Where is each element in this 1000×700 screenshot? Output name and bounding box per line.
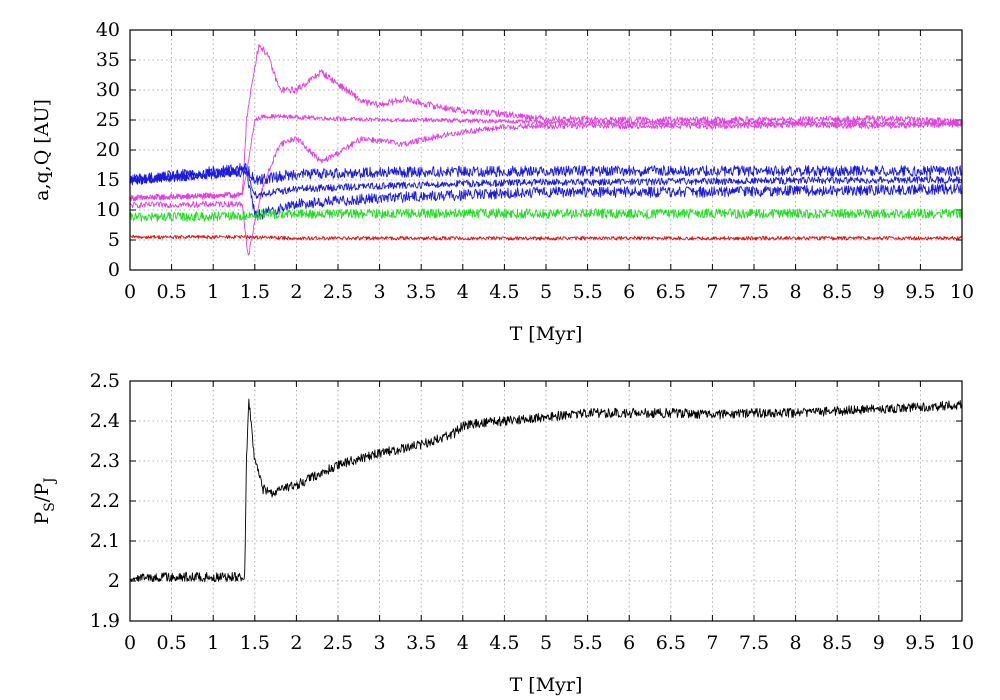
x-tick-label: 4.5	[489, 281, 519, 303]
x-tick-label: 1	[207, 632, 219, 654]
y-tick-label: 30	[96, 79, 120, 101]
x-tick-label: 0	[124, 281, 136, 303]
series-line-3	[129, 165, 963, 199]
x-tick-label: 1	[207, 281, 219, 303]
x-tick-label: 1.5	[240, 281, 270, 303]
bottom-chart-panel: 0 0.5 1 1.5 2 2.5 3 3.5 4 4.5 5 5.5 6 6.5 7 7.5 8 8.5 9 9.5…	[31, 370, 974, 696]
x-tick-label: 8.5	[822, 632, 852, 654]
x-tick-label: 5	[540, 632, 552, 654]
x-tick-label: 7	[706, 281, 718, 303]
x-tick-label: 3.5	[406, 281, 436, 303]
x-tick-label: 1.5	[240, 632, 270, 654]
x-tick-label: 9.5	[905, 632, 935, 654]
x-tick-label: 3	[374, 632, 386, 654]
x-tick-label: 6.5	[656, 281, 686, 303]
x-tick-label: 4	[457, 281, 469, 303]
plot-frame	[129, 380, 963, 622]
x-tick-label: 7	[706, 632, 718, 654]
series-line-7	[129, 234, 963, 241]
y-tick-label: 1.9	[90, 610, 120, 632]
x-tick-label: 5.5	[572, 281, 602, 303]
y-axis-label-main: P	[31, 512, 53, 525]
series-line-0	[129, 398, 963, 583]
y-tick-label: 2.1	[90, 530, 120, 552]
y-tick-label: 40	[96, 19, 120, 41]
y-tick-label: 5	[108, 229, 120, 251]
y-tick-label: 20	[96, 139, 120, 161]
y-tick-label: 15	[96, 169, 120, 191]
y-axis-label-sub-j: J	[42, 477, 58, 485]
x-tick-label: 2.5	[323, 632, 353, 654]
series-line-1	[129, 43, 963, 202]
y-tick-label: 2.3	[90, 450, 120, 472]
x-tick-label: 2	[290, 281, 302, 303]
x-tick-label: 10	[950, 281, 974, 303]
y-tick-label: 35	[96, 49, 120, 71]
y-axis-label-mid: /P	[31, 483, 53, 502]
y-tick-label: 2.2	[90, 490, 120, 512]
x-tick-label: 0.5	[156, 632, 186, 654]
x-tick-label: 8	[790, 281, 802, 303]
x-tick-label: 7.5	[739, 281, 769, 303]
series-line-5	[129, 167, 963, 221]
series-line-0	[129, 114, 963, 201]
series-line-4	[129, 163, 963, 186]
y-axis-label-sub-s: S	[42, 502, 58, 512]
y-tick-label: 2.5	[90, 370, 120, 392]
y-tick-label: 0	[108, 259, 120, 281]
top-chart-panel: 0 0.5 1 1.5 2 2.5 3 3.5 4 4.5 5 5.5 6 6.5 7 7.5 8 8.5 9 9.5…	[31, 19, 974, 345]
x-tick-label: 9.5	[905, 281, 935, 303]
x-tick-label: 3	[374, 281, 386, 303]
x-axis-label: T [Myr]	[510, 674, 583, 696]
series-line-6	[129, 208, 963, 223]
x-tick-label: 6	[623, 281, 635, 303]
x-tick-label: 8	[790, 632, 802, 654]
x-tick-label: 0.5	[156, 281, 186, 303]
x-tick-label: 5	[540, 281, 552, 303]
y-axis-label: PS/PJ	[31, 477, 58, 524]
x-tick-label: 4	[457, 632, 469, 654]
x-tick-label: 6	[623, 632, 635, 654]
x-tick-label: 2.5	[323, 281, 353, 303]
x-tick-label: 9	[873, 281, 885, 303]
x-tick-label: 4.5	[489, 632, 519, 654]
y-tick-label: 2.4	[90, 410, 120, 432]
series-line-2	[129, 121, 963, 256]
x-tick-label: 6.5	[656, 632, 686, 654]
x-tick-label: 9	[873, 632, 885, 654]
x-tick-label: 10	[950, 632, 974, 654]
x-tick-label: 8.5	[822, 281, 852, 303]
y-tick-label: 10	[96, 199, 120, 221]
x-tick-label: 5.5	[572, 632, 602, 654]
plot-frame	[129, 29, 963, 271]
x-tick-label: 0	[124, 632, 136, 654]
x-tick-label: 3.5	[406, 632, 436, 654]
y-axis-label: a,q,Q [AU]	[31, 99, 53, 201]
x-tick-label: 7.5	[739, 632, 769, 654]
x-tick-label: 2	[290, 632, 302, 654]
y-tick-label: 25	[96, 109, 120, 131]
x-axis-label: T [Myr]	[510, 323, 583, 345]
y-tick-label: 2	[108, 570, 120, 592]
